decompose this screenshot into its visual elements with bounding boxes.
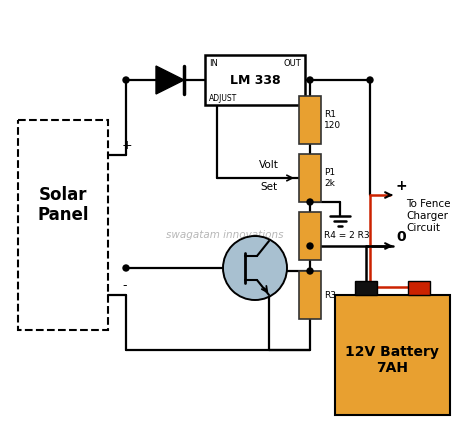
Text: swagatam innovations: swagatam innovations [166,230,284,240]
Circle shape [307,199,313,205]
Bar [408,281,430,295]
Text: LM 338: LM 338 [230,73,280,87]
Text: R3: R3 [324,290,336,299]
Text: +: + [396,179,408,193]
Text: R4 = 2 R3: R4 = 2 R3 [324,232,370,241]
Text: R1
120: R1 120 [324,110,341,130]
Bar [299,271,321,319]
Bar [299,154,321,202]
Bar [18,120,108,330]
Text: Set: Set [260,182,278,192]
Text: Solar
Panel: Solar Panel [37,186,89,224]
Text: P1
2k: P1 2k [324,168,335,188]
Polygon shape [156,66,184,94]
Text: To Fence
Charger
Circuit: To Fence Charger Circuit [406,199,450,233]
Text: Volt: Volt [259,160,279,170]
Text: -: - [122,279,127,292]
Bar [335,295,450,415]
Circle shape [123,77,129,83]
Text: ADJUST: ADJUST [209,94,237,103]
Text: 12V Battery
7AH: 12V Battery 7AH [345,345,439,375]
Text: +: + [122,139,133,152]
Circle shape [223,236,287,300]
Text: 0: 0 [396,230,406,244]
Circle shape [307,77,313,83]
Bar [299,212,321,260]
Circle shape [123,265,129,271]
Bar [355,281,377,295]
Text: OUT: OUT [283,59,301,68]
Circle shape [307,243,313,249]
Circle shape [367,77,373,83]
Bar [299,96,321,144]
Text: IN: IN [209,59,218,68]
Circle shape [307,268,313,274]
Bar [205,55,305,105]
